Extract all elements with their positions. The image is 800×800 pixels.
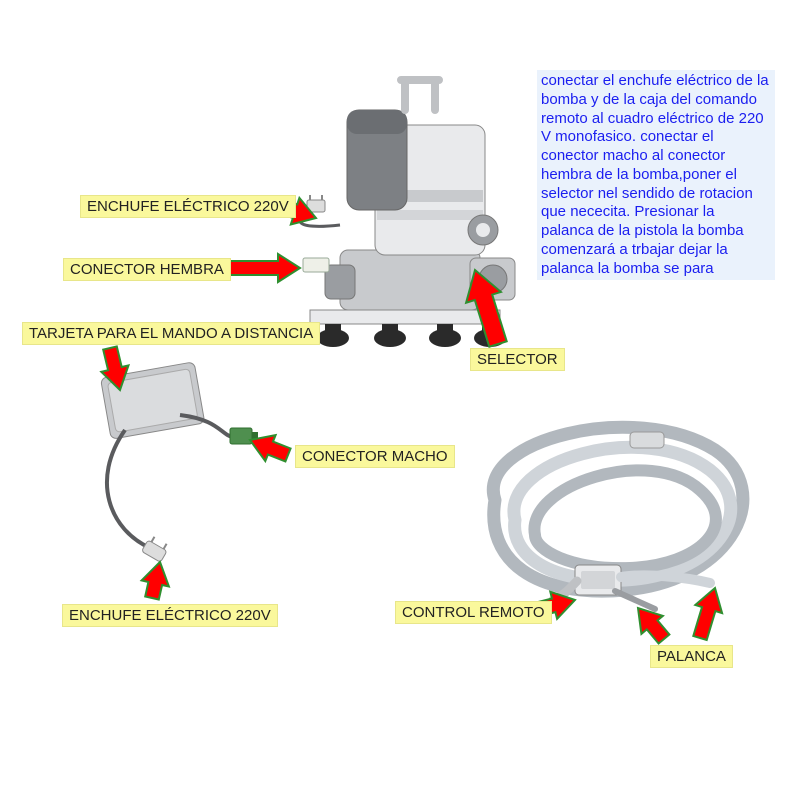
rubber-feet xyxy=(317,324,506,347)
plug-220-top-icon xyxy=(307,195,325,212)
instructions-text: conectar el enchufe eléctrico de la bomb… xyxy=(537,70,775,280)
label-remote-card: TARJETA PARA EL MANDO A DISTANCIA xyxy=(22,322,320,345)
label-plug-220-bot: ENCHUFE ELÉCTRICO 220V xyxy=(62,604,278,627)
diagram-stage: ENCHUFE ELÉCTRICO 220V CONECTOR HEMBRA T… xyxy=(0,0,800,800)
label-remote-ctrl: CONTROL REMOTO xyxy=(395,601,552,624)
hose-and-pistol xyxy=(455,390,775,680)
label-selector: SELECTOR xyxy=(470,348,565,371)
label-female-conn: CONECTOR HEMBRA xyxy=(63,258,231,281)
plug-220-bot-icon xyxy=(142,535,171,562)
label-lever: PALANCA xyxy=(650,645,733,668)
pump-unit xyxy=(285,70,545,360)
male-connector-icon xyxy=(230,428,258,444)
female-connector-icon xyxy=(303,258,329,272)
label-male-conn: CONECTOR MACHO xyxy=(295,445,455,468)
selector-knob xyxy=(468,215,498,245)
remote-control-box xyxy=(70,360,300,590)
label-plug-220-top: ENCHUFE ELÉCTRICO 220V xyxy=(80,195,296,218)
